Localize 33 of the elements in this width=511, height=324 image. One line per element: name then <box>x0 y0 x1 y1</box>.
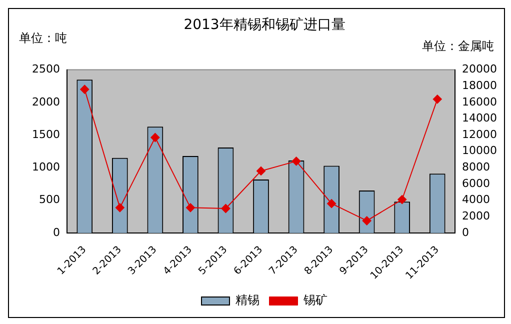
point <box>115 203 124 212</box>
point <box>186 203 195 212</box>
y2-tick-label: 16000 <box>462 95 498 108</box>
y-tick-label: 2000 <box>32 95 60 108</box>
y2-tick-label: 14000 <box>462 112 498 125</box>
point <box>221 204 230 213</box>
chart-title: 2013年精锡和锡矿进口量 <box>184 17 346 34</box>
point <box>398 195 407 204</box>
point <box>256 166 266 176</box>
y2-tick-label: 20000 <box>462 62 498 76</box>
y2-tick-label: 8000 <box>462 160 490 174</box>
y-tick-label: 0 <box>52 226 60 239</box>
y-tick-label: 1500 <box>32 128 60 141</box>
legend-label: 锡矿 <box>302 293 328 308</box>
y2-tick-label: 2000 <box>462 210 490 223</box>
point <box>80 84 90 94</box>
point <box>362 216 372 226</box>
point <box>432 94 442 104</box>
y-tick-label: 1000 <box>32 160 60 174</box>
legend-label: 精锡 <box>236 293 260 308</box>
y2-tick-label: 12000 <box>462 128 498 141</box>
point <box>150 133 160 142</box>
y2-tick-label: 4000 <box>462 193 490 206</box>
y2-axis-title: 单位：金属吨 <box>422 39 494 54</box>
y2-tick-label: 0 <box>462 226 470 239</box>
y2-tick-label: 18000 <box>462 78 498 92</box>
point <box>292 156 301 166</box>
y2-tick-label: 6000 <box>462 176 490 190</box>
point <box>327 199 336 208</box>
y-tick-label: 500 <box>38 193 60 206</box>
y-axis-title: 单位：吨 <box>19 31 67 46</box>
y-tick-label: 2500 <box>32 62 60 76</box>
y2-tick-label: 10000 <box>462 144 498 158</box>
